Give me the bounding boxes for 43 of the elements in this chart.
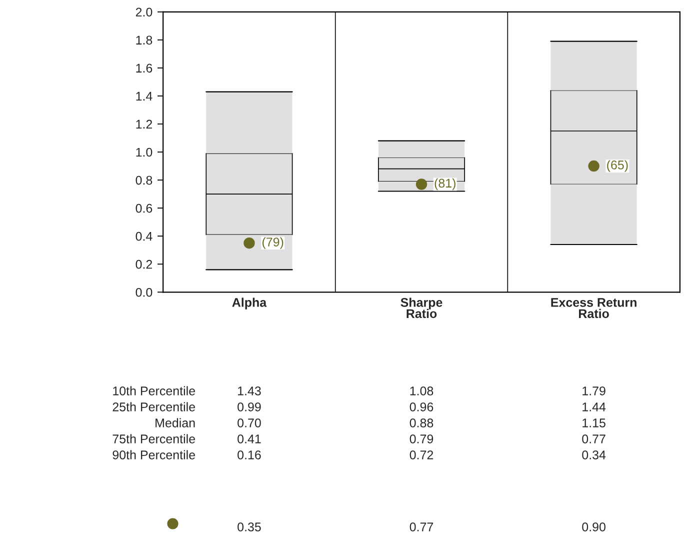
text: Median: [156, 418, 195, 428]
text: 0.79: [410, 434, 434, 444]
text: 0.99: [238, 402, 261, 412]
text: 90th Percentile: [112, 450, 196, 460]
text: 1.43: [238, 386, 261, 396]
text: 0.77: [582, 434, 606, 444]
text: 25th Percentile: [112, 402, 196, 412]
y-tick-label: 2.0: [136, 8, 152, 17]
y-tick-label: 1.4: [136, 92, 152, 101]
annotation: (81): [434, 178, 456, 190]
text: 1.79: [582, 386, 606, 396]
x-tick-label: Excess Return Ratio: [551, 298, 636, 318]
y-tick-label: 0.0: [136, 288, 152, 297]
text: 0.88: [410, 418, 434, 428]
text: 0.72: [410, 450, 434, 460]
text: 0.77: [410, 522, 434, 532]
y-tick-label: 0.6: [136, 204, 152, 213]
text: 0.90: [582, 522, 606, 532]
text: 0.34: [582, 450, 606, 460]
text: 0.70: [238, 418, 261, 428]
annotation: (79): [262, 237, 284, 249]
text: 0.16: [238, 450, 261, 460]
y-tick-label: 1.0: [136, 148, 152, 157]
point: [244, 237, 255, 249]
text: 0.41: [238, 434, 261, 444]
text: 1.15: [582, 418, 606, 428]
x-tick-label: Sharpe Ratio: [400, 298, 442, 318]
point: [588, 160, 600, 172]
y-tick-label: 0.4: [136, 232, 152, 241]
y-tick-label: 1.6: [136, 64, 152, 73]
y-tick-label: 0.2: [136, 260, 152, 269]
y-tick-label: 1.2: [136, 120, 152, 129]
text: 75th Percentile: [112, 434, 196, 444]
y-tick-label: 0.8: [136, 176, 152, 185]
x-tick-label: Alpha: [232, 298, 267, 310]
text: 10th Percentile: [113, 386, 196, 396]
text: 1.44: [582, 402, 606, 412]
y-tick-label: 1.8: [136, 36, 152, 45]
text: 0.35: [238, 522, 261, 532]
point: [416, 178, 428, 190]
annotation: (65): [607, 160, 628, 172]
text: 1.08: [410, 386, 434, 396]
text: 0.96: [410, 402, 434, 412]
